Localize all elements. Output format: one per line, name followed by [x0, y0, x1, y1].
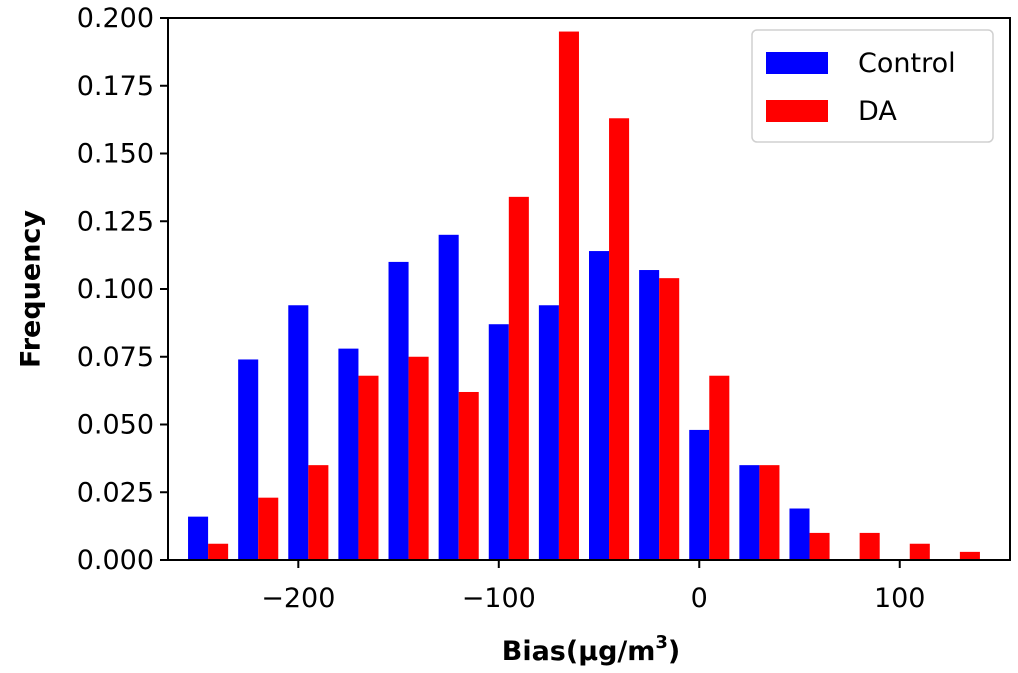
- legend: Control DA: [751, 29, 994, 143]
- bar-control-6: [488, 324, 509, 560]
- y-tick-label: 0.175: [77, 71, 154, 102]
- bar-da-15: [959, 551, 980, 560]
- x-axis-title-suffix: ): [668, 636, 680, 667]
- y-tick-label: 0.125: [77, 206, 154, 237]
- bar-da-9: [659, 278, 680, 560]
- bar-da-6: [508, 196, 529, 561]
- x-tick-label: 100: [874, 583, 926, 614]
- legend-label-da: DA: [858, 96, 897, 127]
- x-tick-label: 0: [691, 583, 708, 614]
- x-axis-title: Bias(μg/m3): [502, 632, 681, 667]
- legend-swatch-da: [766, 100, 828, 122]
- legend-label-control: Control: [858, 48, 956, 79]
- bar-control-5: [438, 234, 459, 561]
- bar-control-3: [338, 348, 359, 560]
- y-tick-label: 0.075: [77, 342, 154, 373]
- bar-control-2: [288, 305, 309, 560]
- y-tick-label: 0.025: [77, 477, 154, 508]
- bar-control-9: [639, 270, 660, 560]
- x-axis: −200 −100 0 100: [261, 560, 926, 614]
- bar-control-10: [689, 429, 710, 560]
- y-axis: 0.000 0.025 0.050 0.075 0.100 0.125 0.150 0.175…: [77, 3, 168, 576]
- bar-da-2: [308, 465, 329, 560]
- x-tick-label: −100: [462, 583, 536, 614]
- bar-control-11: [739, 465, 760, 560]
- y-axis-title: Frequency: [15, 210, 46, 368]
- bar-da-0: [208, 543, 229, 560]
- bar-da-5: [458, 391, 479, 560]
- bar-control-0: [188, 516, 209, 560]
- y-tick-label: 0.000: [77, 545, 154, 576]
- y-tick-label: 0.100: [77, 274, 154, 305]
- x-tick-label: −200: [261, 583, 335, 614]
- bar-control-1: [238, 359, 259, 560]
- bar-control-12: [789, 508, 810, 560]
- bar-control-4: [388, 261, 409, 560]
- bar-da-11: [759, 465, 780, 560]
- bar-da-13: [859, 532, 880, 560]
- bar-da-4: [408, 356, 429, 560]
- bar-control-7: [538, 305, 559, 560]
- bar-control-8: [589, 251, 610, 560]
- legend-swatch-control: [766, 52, 828, 74]
- y-tick-label: 0.200: [77, 3, 154, 34]
- bar-da-7: [558, 31, 579, 561]
- bars-layer: [188, 31, 980, 561]
- y-tick-label: 0.050: [77, 410, 154, 441]
- bar-da-14: [909, 543, 930, 560]
- bar-da-12: [809, 532, 830, 560]
- bar-da-3: [358, 375, 379, 560]
- bar-da-8: [609, 118, 630, 561]
- bar-da-1: [258, 497, 279, 560]
- y-tick-label: 0.150: [77, 139, 154, 170]
- x-axis-title-superscript: 3: [655, 632, 668, 653]
- bar-da-10: [709, 375, 730, 560]
